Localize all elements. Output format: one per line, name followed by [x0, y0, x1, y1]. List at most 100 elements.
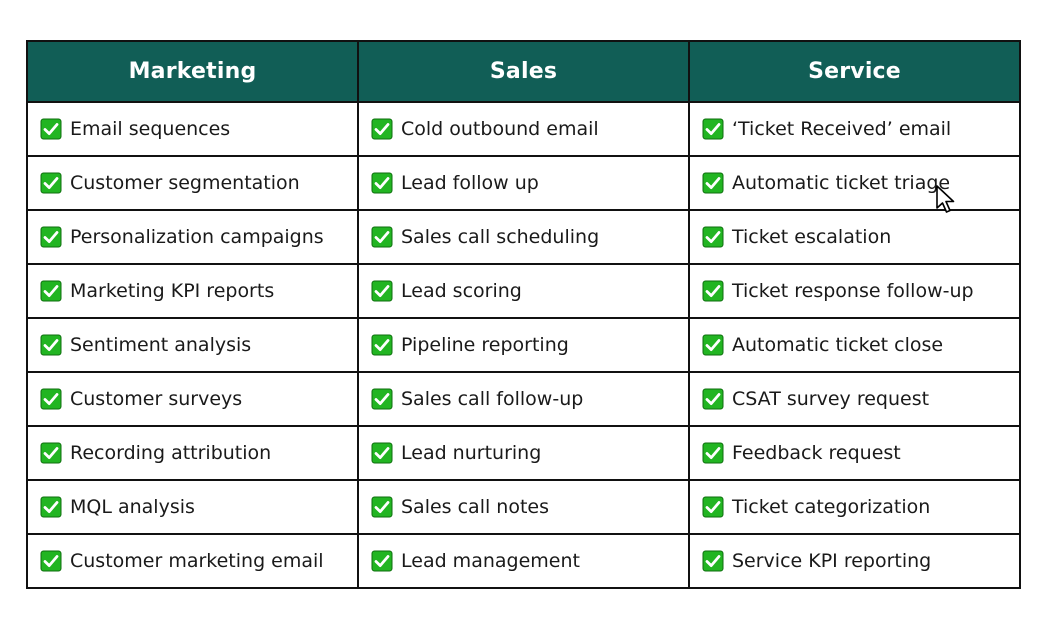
- cell-label: Feedback request: [732, 442, 901, 464]
- header-row: Marketing Sales Service: [26, 40, 1021, 103]
- check-mark-icon: [40, 442, 62, 464]
- table-cell-sales: Lead follow up: [357, 155, 690, 211]
- table-cell-sales: Lead nurturing: [357, 425, 690, 481]
- table-row: Marketing KPI reports Lead scoring Ticket …: [26, 263, 1021, 319]
- check-mark-icon: [40, 550, 62, 572]
- table-cell-marketing: Personalization campaigns: [26, 209, 359, 265]
- check-mark-icon: [40, 118, 62, 140]
- cell-content: Email sequences: [40, 118, 356, 140]
- table-cell-service: ‘Ticket Received’ email: [688, 101, 1021, 157]
- cell-content: Ticket escalation: [702, 226, 1018, 248]
- check-mark-icon: [702, 550, 724, 572]
- table-cell-marketing: MQL analysis: [26, 479, 359, 535]
- table-cell-marketing: Sentiment analysis: [26, 317, 359, 373]
- table-cell-sales: Sales call notes: [357, 479, 690, 535]
- table-row: Customer marketing email Lead management S…: [26, 533, 1021, 589]
- cell-label: Sales call scheduling: [401, 226, 600, 248]
- check-mark-icon: [371, 550, 393, 572]
- cell-content: Personalization campaigns: [40, 226, 356, 248]
- cell-label: ‘Ticket Received’ email: [732, 118, 952, 140]
- table-cell-sales: Pipeline reporting: [357, 317, 690, 373]
- column-header-sales: Sales: [357, 40, 690, 103]
- cell-label: Ticket response follow-up: [732, 280, 974, 302]
- table-cell-marketing: Recording attribution: [26, 425, 359, 481]
- cell-label: Customer segmentation: [70, 172, 300, 194]
- check-mark-icon: [702, 280, 724, 302]
- check-mark-icon: [371, 280, 393, 302]
- cell-content: Lead nurturing: [371, 442, 687, 464]
- check-mark-icon: [371, 118, 393, 140]
- check-mark-icon: [371, 334, 393, 356]
- cell-label: Lead nurturing: [401, 442, 542, 464]
- check-mark-icon: [371, 388, 393, 410]
- table-cell-marketing: Customer segmentation: [26, 155, 359, 211]
- check-mark-icon: [40, 280, 62, 302]
- cell-label: Ticket escalation: [732, 226, 892, 248]
- cell-content: Cold outbound email: [371, 118, 687, 140]
- check-mark-icon: [702, 496, 724, 518]
- table-cell-marketing: Customer surveys: [26, 371, 359, 427]
- cell-content: MQL analysis: [40, 496, 356, 518]
- table-row: Personalization campaigns Sales call sche…: [26, 209, 1021, 265]
- check-mark-icon: [702, 226, 724, 248]
- cell-content: Recording attribution: [40, 442, 356, 464]
- check-mark-icon: [40, 388, 62, 410]
- table-cell-service: Ticket response follow-up: [688, 263, 1021, 319]
- check-mark-icon: [702, 388, 724, 410]
- cell-content: Lead management: [371, 550, 687, 572]
- table-cell-service: Service KPI reporting: [688, 533, 1021, 589]
- table-cell-service: Ticket escalation: [688, 209, 1021, 265]
- cell-content: Sentiment analysis: [40, 334, 356, 356]
- check-mark-icon: [702, 172, 724, 194]
- cell-label: Sales call notes: [401, 496, 550, 518]
- check-mark-icon: [702, 118, 724, 140]
- table-row: Sentiment analysis Pipeline reporting Auto…: [26, 317, 1021, 373]
- cell-content: Service KPI reporting: [702, 550, 1018, 572]
- cell-label: MQL analysis: [70, 496, 195, 518]
- cell-label: Marketing KPI reports: [70, 280, 275, 302]
- cell-content: Feedback request: [702, 442, 1018, 464]
- cell-content: Ticket categorization: [702, 496, 1018, 518]
- table-cell-marketing: Customer marketing email: [26, 533, 359, 589]
- cell-label: Customer surveys: [70, 388, 243, 410]
- cell-label: Sales call follow-up: [401, 388, 584, 410]
- table-cell-sales: Cold outbound email: [357, 101, 690, 157]
- check-mark-icon: [371, 442, 393, 464]
- cell-content: Sales call scheduling: [371, 226, 687, 248]
- table-cell-service: Ticket categorization: [688, 479, 1021, 535]
- cell-content: Ticket response follow-up: [702, 280, 1018, 302]
- table-cell-service: Feedback request: [688, 425, 1021, 481]
- check-mark-icon: [371, 172, 393, 194]
- cell-content: Customer marketing email: [40, 550, 356, 572]
- table-cell-service: Automatic ticket triage: [688, 155, 1021, 211]
- cell-label: Personalization campaigns: [70, 226, 324, 248]
- table-row: Customer segmentation Lead follow up Autom…: [26, 155, 1021, 211]
- cell-label: Pipeline reporting: [401, 334, 569, 356]
- table-row: Recording attribution Lead nurturing Feedb…: [26, 425, 1021, 481]
- table-cell-service: CSAT survey request: [688, 371, 1021, 427]
- cell-content: CSAT survey request: [702, 388, 1018, 410]
- column-header-service: Service: [688, 40, 1021, 103]
- cell-label: Lead management: [401, 550, 580, 572]
- check-mark-icon: [371, 226, 393, 248]
- cell-content: Customer segmentation: [40, 172, 356, 194]
- cell-content: ‘Ticket Received’ email: [702, 118, 1018, 140]
- cell-label: CSAT survey request: [732, 388, 930, 410]
- cell-label: Automatic ticket close: [732, 334, 944, 356]
- table-row: MQL analysis Sales call notes Ticket categ…: [26, 479, 1021, 535]
- table-cell-marketing: Marketing KPI reports: [26, 263, 359, 319]
- table-cell-sales: Sales call follow-up: [357, 371, 690, 427]
- cell-content: Customer surveys: [40, 388, 356, 410]
- cell-label: Service KPI reporting: [732, 550, 932, 572]
- cell-label: Sentiment analysis: [70, 334, 252, 356]
- cell-label: Automatic ticket triage: [732, 172, 951, 194]
- cell-content: Lead follow up: [371, 172, 687, 194]
- cell-content: Automatic ticket close: [702, 334, 1018, 356]
- table-cell-sales: Sales call scheduling: [357, 209, 690, 265]
- table-cell-sales: Lead scoring: [357, 263, 690, 319]
- check-mark-icon: [371, 496, 393, 518]
- cell-label: Ticket categorization: [732, 496, 931, 518]
- column-header-marketing: Marketing: [26, 40, 359, 103]
- table-cell-marketing: Email sequences: [26, 101, 359, 157]
